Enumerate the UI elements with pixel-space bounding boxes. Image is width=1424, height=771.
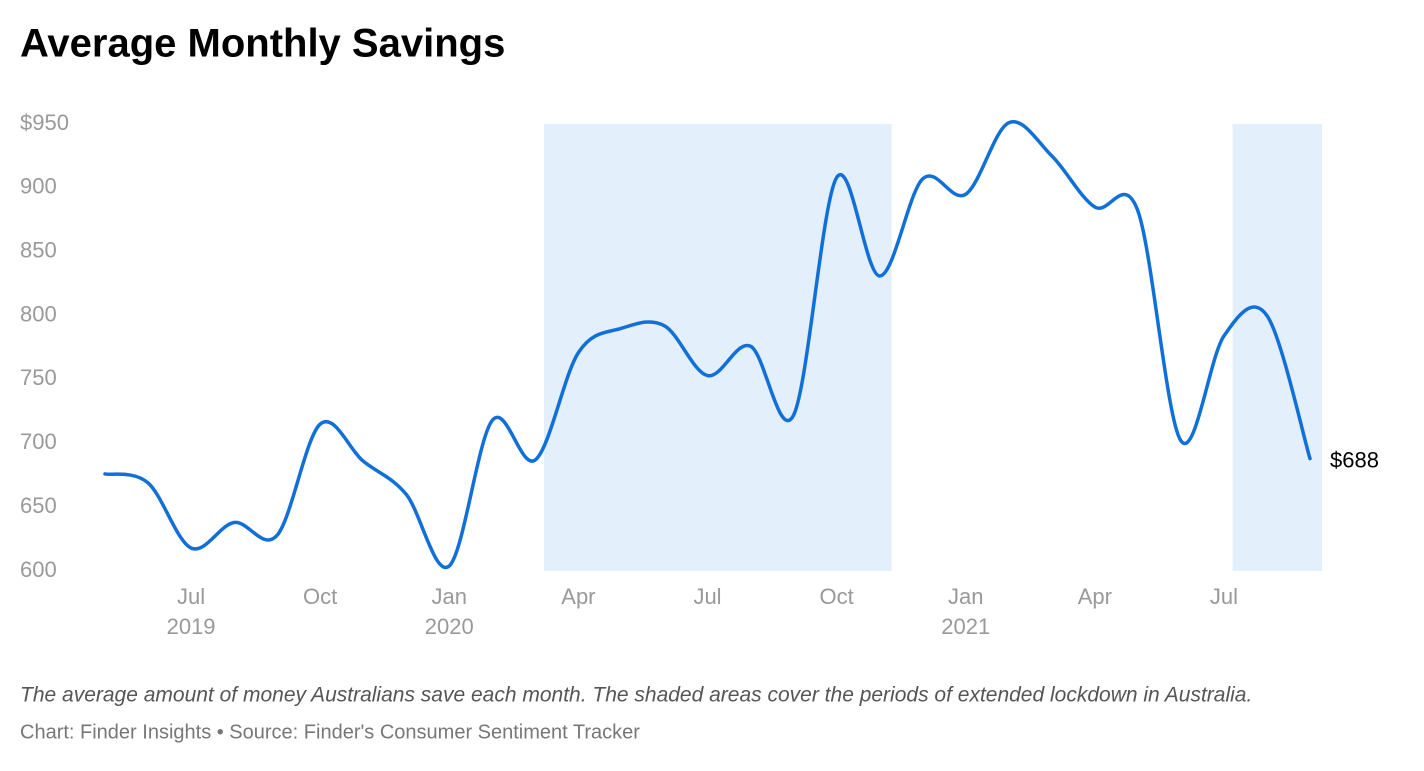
x-tick-year: 2019 <box>167 614 216 639</box>
x-tick-year: 2021 <box>941 614 990 639</box>
y-tick-label: 850 <box>20 238 57 263</box>
lockdown-shade <box>543 124 892 571</box>
x-tick-label: Oct <box>819 584 853 609</box>
source: Chart: Finder Insights • Source: Finder'… <box>20 721 640 743</box>
y-tick-label: 750 <box>20 365 57 390</box>
x-tick-label: Jul <box>1210 584 1238 609</box>
y-tick-label: 800 <box>20 301 57 326</box>
caption: The average amount of money Australians … <box>20 684 1252 707</box>
chart-title: Average Monthly Savings <box>20 22 505 66</box>
y-tick-label: 600 <box>20 557 57 582</box>
y-tick-label: $950 <box>20 110 69 135</box>
y-tick-label: 900 <box>20 174 57 199</box>
end-label: $688 <box>1330 447 1379 472</box>
x-tick-label: Apr <box>561 584 595 609</box>
x-tick-label: Jul <box>693 584 721 609</box>
savings-line <box>103 120 1312 570</box>
x-tick-label: Jan <box>432 584 467 609</box>
y-tick-label: 650 <box>20 493 57 518</box>
x-tick-label: Apr <box>1078 584 1112 609</box>
x-tick-label: Jan <box>948 584 983 609</box>
lockdown-shade <box>1232 124 1323 571</box>
x-tick-label: Oct <box>303 584 337 609</box>
x-tick-year: 2020 <box>425 614 474 639</box>
y-tick-label: 700 <box>20 429 57 454</box>
x-tick-label: Jul <box>177 584 205 609</box>
